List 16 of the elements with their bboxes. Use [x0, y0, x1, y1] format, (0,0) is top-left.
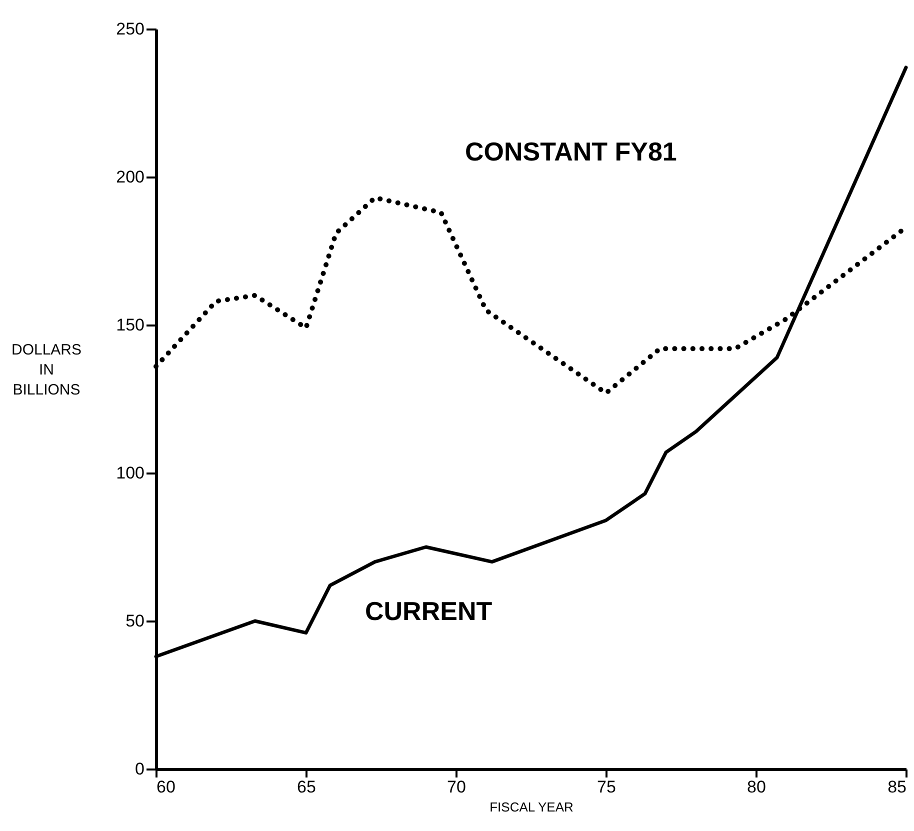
x-tick-label: 85	[888, 778, 906, 796]
x-tick-label: 65	[297, 778, 316, 796]
x-tick-label: 75	[597, 778, 616, 796]
y-tick-label: 200	[116, 168, 144, 186]
series-label: CONSTANT FY81	[465, 136, 677, 167]
y-tick-label: 150	[116, 316, 144, 334]
y-tick-label: 50	[126, 612, 144, 630]
series-label: CURRENT	[365, 596, 492, 626]
x-tick-label: 60	[156, 778, 176, 796]
y-axis-title: DOLLARS IN BILLIONS	[11, 342, 82, 398]
x-tick-label: 80	[747, 778, 766, 796]
x-tick-label: 70	[447, 778, 466, 796]
y-tick-label: 0	[135, 760, 144, 778]
y-tick-label: 100	[116, 464, 144, 482]
x-axis-title: FISCAL YEAR	[490, 800, 574, 814]
y-tick-label: 250	[116, 20, 144, 38]
